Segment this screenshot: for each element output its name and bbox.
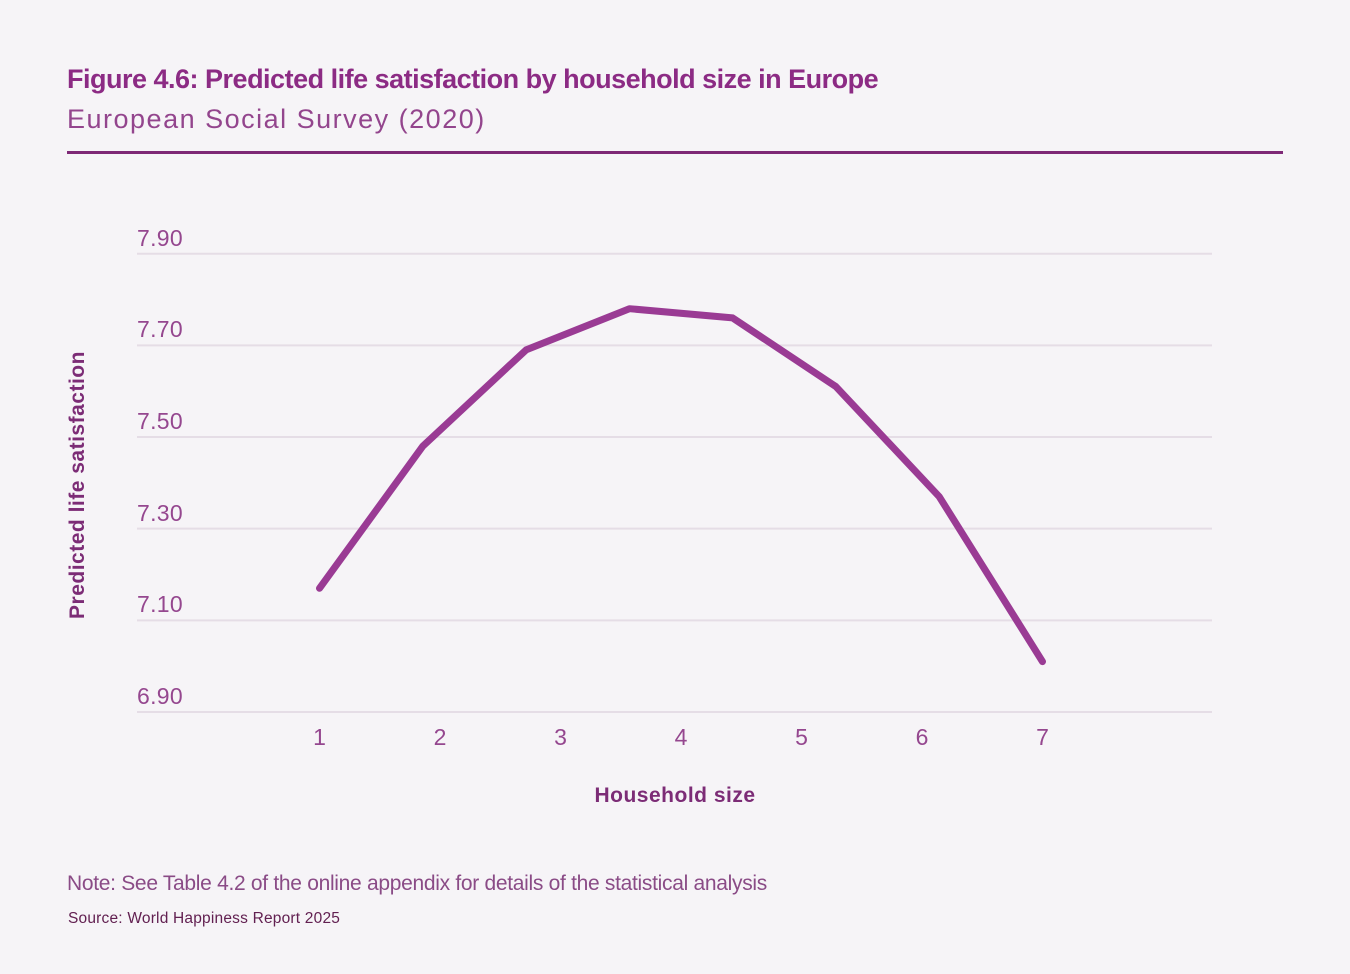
figure-title: Figure 4.6: Predicted life satisfaction … — [67, 64, 879, 94]
x-tick-label-5: 5 — [795, 724, 808, 750]
figure-subtitle: European Social Survey (2020) — [67, 104, 486, 134]
source-text: Source: World Happiness Report 2025 — [68, 910, 341, 927]
x-tick-label-4: 4 — [674, 724, 688, 750]
x-tick-label-3: 3 — [554, 724, 567, 750]
x-tick-label-6: 6 — [915, 724, 929, 750]
y-tick-label-7.30: 7.30 — [137, 499, 183, 526]
y-axis-title: Predicted life satisfaction — [66, 351, 89, 619]
series-line-predicted-life-satisfaction — [316, 305, 1046, 666]
x-axis-title: Household size — [594, 784, 756, 807]
title-divider — [67, 151, 1283, 154]
y-tick-label-6.90: 6.90 — [137, 683, 183, 709]
x-tick-label-7: 7 — [1036, 724, 1049, 750]
note-text: Note: See Table 4.2 of the online append… — [67, 872, 767, 895]
gridlines — [137, 252, 1212, 713]
x-tick-label-1: 1 — [313, 724, 326, 750]
y-tick-label-7.10: 7.10 — [137, 591, 183, 618]
y-tick-label-7.50: 7.50 — [137, 408, 183, 435]
y-tick-label-7.70: 7.70 — [137, 316, 183, 343]
x-tick-label-2: 2 — [433, 724, 447, 750]
y-tick-label-7.90: 7.90 — [137, 224, 183, 251]
